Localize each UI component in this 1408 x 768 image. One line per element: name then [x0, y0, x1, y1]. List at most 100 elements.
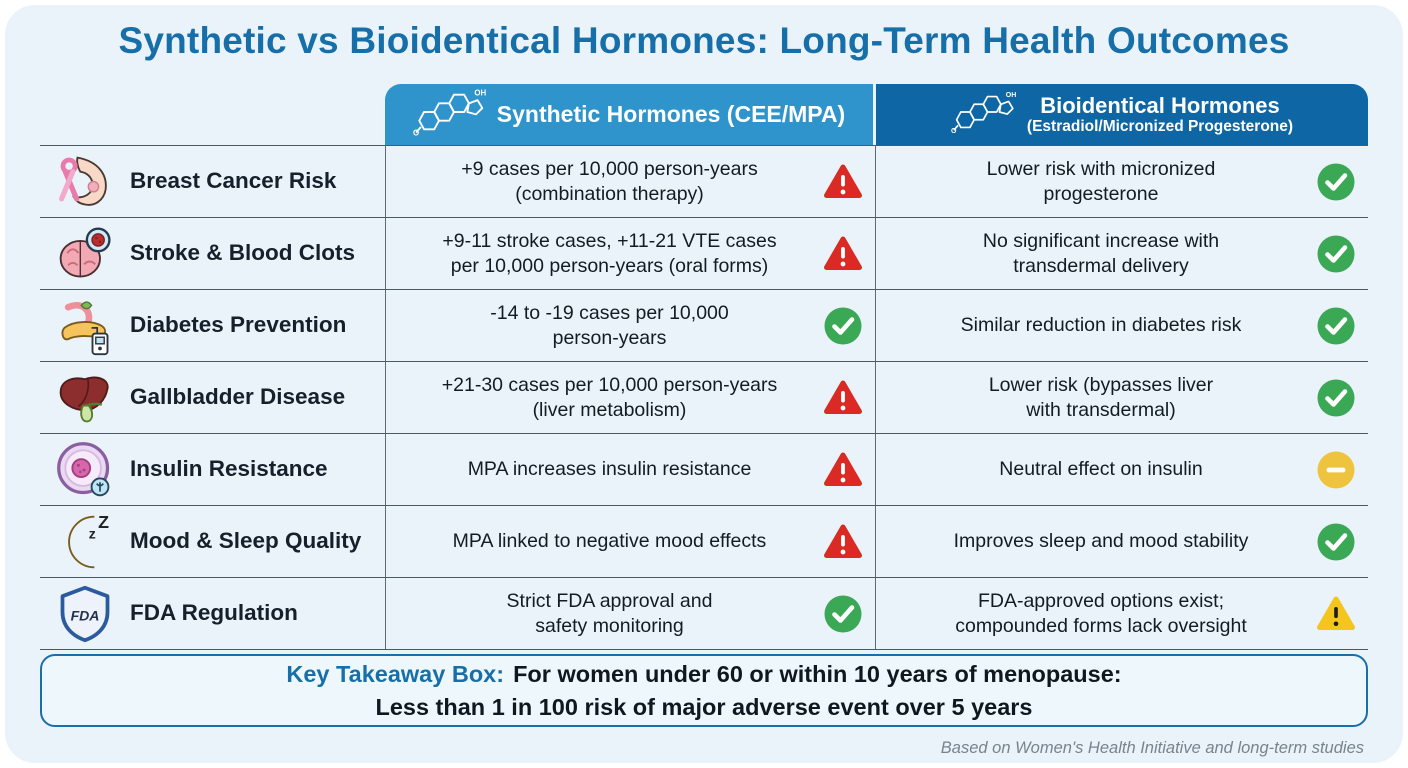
row-label: Mood & Sleep Quality — [130, 528, 362, 554]
green-check-icon — [1317, 307, 1355, 344]
bioidentical-column-header: OH O Bioidentical Hormones (Estradiol/Mi… — [876, 84, 1368, 145]
synthetic-status-icon — [823, 522, 863, 562]
molecule-icon: OH O — [413, 84, 487, 145]
bioidentical-cell-text: No significant increase with transdermal… — [982, 229, 1220, 277]
row-label-cell: z Z Mood & Sleep Quality — [40, 506, 385, 577]
synthetic-column-header: OH O Synthetic Hormones (CEE/MPA) — [385, 84, 873, 145]
table-header: OH O Synthetic Hormones (CEE/MPA) — [40, 84, 1368, 145]
row-label: Stroke & Blood Clots — [130, 240, 356, 266]
row-label-cell: Gallbladder Disease — [40, 362, 385, 433]
red-warning-triangle-icon — [824, 164, 862, 198]
synthetic-cell-text: +21-30 cases per 10,000 person-years (li… — [441, 373, 778, 421]
bioidentical-cell: Lower risk with micronized progesterone — [875, 146, 1368, 217]
synthetic-cell-text: MPA linked to negative mood effects — [452, 530, 767, 553]
bioidentical-cell: FDA-approved options exist; compounded f… — [875, 578, 1368, 649]
red-warning-triangle-icon — [824, 524, 862, 558]
bioidentical-header-title: Bioidentical Hormones — [1040, 92, 1280, 118]
breast-cancer-ribbon-icon — [53, 150, 117, 214]
row-label: Gallbladder Disease — [130, 384, 346, 410]
comparison-table: OH O Synthetic Hormones (CEE/MPA) — [40, 84, 1368, 650]
synthetic-cell-text: +9 cases per 10,000 person-years (combin… — [461, 157, 758, 205]
bioidentical-cell-text: Improves sleep and mood stability — [953, 530, 1249, 553]
table-row: Breast Cancer Risk +9 cases per 10,000 p… — [40, 145, 1368, 217]
table-row: Stroke & Blood Clots +9-11 stroke cases,… — [40, 217, 1368, 289]
yellow-minus-icon — [1317, 451, 1355, 488]
svg-text:OH: OH — [1006, 92, 1017, 99]
synthetic-header-title: Synthetic Hormones (CEE/MPA) — [496, 101, 846, 127]
row-label-cell: Diabetes Prevention — [40, 290, 385, 361]
green-check-icon — [1317, 523, 1355, 560]
yellow-warning-triangle-icon — [1317, 596, 1355, 630]
row-label: Insulin Resistance — [130, 456, 328, 482]
bioidentical-cell-text: FDA-approved options exist; compounded f… — [955, 589, 1247, 637]
green-check-icon — [824, 307, 862, 344]
bioidentical-cell: Improves sleep and mood stability — [875, 506, 1368, 577]
row-label-cell: Breast Cancer Risk — [40, 146, 385, 217]
synthetic-status-icon — [823, 306, 863, 346]
key-takeaway-box: Key Takeaway Box: For women under 60 or w… — [40, 654, 1368, 727]
source-note: Based on Women's Health Initiative and l… — [940, 739, 1364, 757]
red-warning-triangle-icon — [824, 236, 862, 270]
svg-text:Z: Z — [98, 512, 109, 532]
synthetic-status-icon — [823, 594, 863, 634]
insulin-cell-icon — [53, 438, 117, 502]
bioidentical-header-subtitle: (Estradiol/Micronized Progesterone) — [1026, 118, 1294, 136]
takeaway-label: Key Takeaway Box: — [286, 660, 505, 687]
synthetic-status-icon — [823, 450, 863, 490]
row-label-cell: Insulin Resistance — [40, 434, 385, 505]
takeaway-line1: For women under 60 or within 10 years of… — [513, 660, 1122, 687]
takeaway-line2: Less than 1 in 100 risk of major adverse… — [375, 693, 1033, 720]
liver-gallbladder-icon — [53, 366, 117, 430]
synthetic-cell-text: -14 to -19 cases per 10,000 person-years — [490, 301, 729, 349]
synthetic-cell: Strict FDA approval and safety monitorin… — [385, 578, 875, 649]
table-body: Breast Cancer Risk +9 cases per 10,000 p… — [40, 145, 1368, 650]
row-label: FDA Regulation — [130, 600, 298, 626]
synthetic-cell-text: +9-11 stroke cases, +11-21 VTE cases per… — [442, 229, 777, 277]
row-label-cell: FDA FDA Regulation — [40, 578, 385, 649]
synthetic-cell: MPA increases insulin resistance — [385, 434, 875, 505]
bioidentical-status-icon — [1316, 378, 1356, 418]
bioidentical-cell-text: Lower risk with micronized progesterone — [986, 157, 1216, 205]
synthetic-status-icon — [823, 234, 863, 274]
bioidentical-cell: Neutral effect on insulin — [875, 434, 1368, 505]
svg-text:OH: OH — [474, 88, 486, 97]
bioidentical-status-icon — [1316, 450, 1356, 490]
pancreas-glucose-icon — [53, 294, 117, 358]
row-label: Diabetes Prevention — [130, 312, 347, 338]
synthetic-cell: +9 cases per 10,000 person-years (combin… — [385, 146, 875, 217]
table-row: FDA FDA Regulation Strict FDA approval a… — [40, 577, 1368, 649]
synthetic-status-icon — [823, 378, 863, 418]
red-warning-triangle-icon — [824, 380, 862, 414]
synthetic-status-icon — [823, 162, 863, 202]
bioidentical-cell-text: Lower risk (bypasses liver with transder… — [988, 373, 1214, 421]
synthetic-cell-text: Strict FDA approval and safety monitorin… — [506, 589, 713, 637]
table-row: Gallbladder Disease +21-30 cases per 10,… — [40, 361, 1368, 433]
synthetic-cell: +9-11 stroke cases, +11-21 VTE cases per… — [385, 218, 875, 289]
moon-sleep-icon: z Z — [53, 510, 117, 574]
red-warning-triangle-icon — [824, 452, 862, 486]
svg-text:O: O — [413, 129, 419, 138]
green-check-icon — [824, 595, 862, 632]
green-check-icon — [1317, 379, 1355, 416]
synthetic-cell: -14 to -19 cases per 10,000 person-years — [385, 290, 875, 361]
svg-text:O: O — [951, 128, 957, 135]
svg-text:FDA: FDA — [71, 607, 100, 623]
bioidentical-status-icon — [1316, 234, 1356, 274]
synthetic-cell-text: MPA increases insulin resistance — [467, 458, 752, 481]
table-row: Diabetes Prevention -14 to -19 cases per… — [40, 289, 1368, 361]
row-label-cell: Stroke & Blood Clots — [40, 218, 385, 289]
synthetic-cell: +21-30 cases per 10,000 person-years (li… — [385, 362, 875, 433]
bioidentical-cell: Similar reduction in diabetes risk — [875, 290, 1368, 361]
green-check-icon — [1317, 235, 1355, 272]
bioidentical-cell: Lower risk (bypasses liver with transder… — [875, 362, 1368, 433]
row-label: Breast Cancer Risk — [130, 168, 337, 194]
bioidentical-status-icon — [1316, 162, 1356, 202]
green-check-icon — [1317, 163, 1355, 200]
bioidentical-status-icon — [1316, 522, 1356, 562]
bioidentical-cell: No significant increase with transdermal… — [875, 218, 1368, 289]
table-row: z Z Mood & Sleep Quality MPA linked to n… — [40, 505, 1368, 577]
bioidentical-status-icon — [1316, 306, 1356, 346]
infographic-title: Synthetic vs Bioidentical Hormones: Long… — [118, 20, 1290, 61]
brain-stroke-icon — [53, 222, 117, 286]
bioidentical-status-icon — [1316, 594, 1356, 634]
